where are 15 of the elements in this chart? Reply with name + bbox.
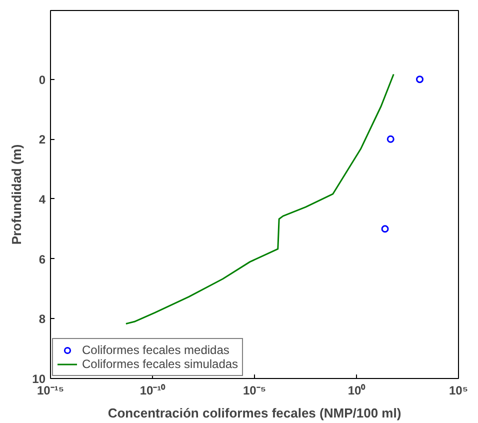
y-tick-label: 2 xyxy=(38,132,46,147)
y-tick-label: 0 xyxy=(38,72,46,87)
x-tick-label: 10⁻¹⁰ xyxy=(140,384,166,398)
legend-label: Coliformes fecales medidas xyxy=(82,343,230,357)
y-tick-label: 4 xyxy=(38,192,46,206)
legend-label: Coliformes fecales simuladas xyxy=(82,357,238,371)
y-tick-label: 8 xyxy=(38,312,46,326)
x-axis-title: Concentración coliformes fecales (NMP/100 ml) xyxy=(108,406,402,420)
x-tick-label: 10⁻¹⁵ xyxy=(37,384,64,398)
y-tick-label: 10 xyxy=(32,372,46,386)
y-tick-label: 6 xyxy=(38,252,46,266)
x-tick-label: 10⁵ xyxy=(449,384,468,398)
x-tick-label: 10⁻⁵ xyxy=(243,384,266,398)
y-axis-title: Profundidad (m) xyxy=(9,144,24,245)
x-tick-label: 10⁰ xyxy=(348,384,366,398)
